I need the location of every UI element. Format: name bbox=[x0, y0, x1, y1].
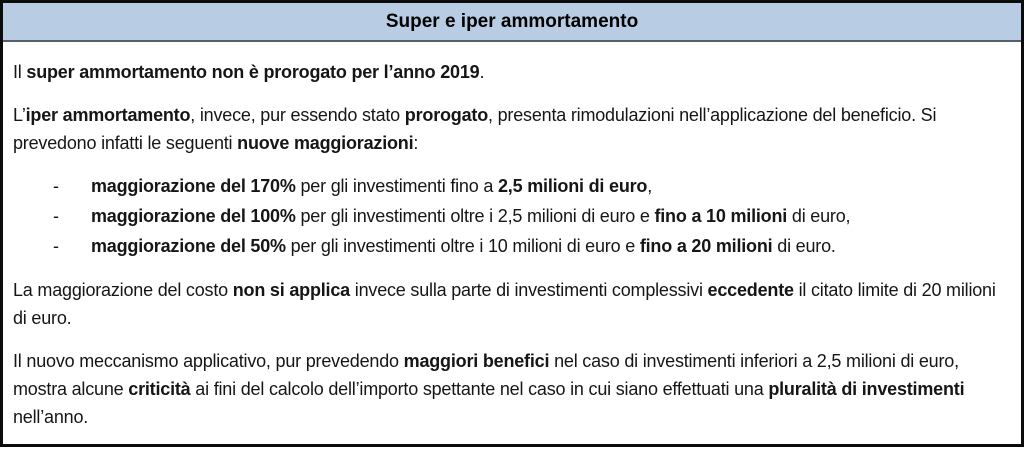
text-segment: il citato limite di 20 milioni di euro. bbox=[13, 280, 996, 328]
text-segment: nell’anno. bbox=[13, 407, 89, 427]
text-segment: Il bbox=[13, 62, 27, 82]
table-title: Super e iper ammortamento bbox=[385, 11, 639, 32]
text-segment: per gli investimenti fino a bbox=[295, 176, 498, 196]
bullet-dash: - bbox=[53, 236, 59, 256]
bold-text-segment: eccedente bbox=[707, 280, 794, 300]
text-segment: , presenta rimodulazioni nell’applicazio… bbox=[13, 105, 937, 153]
text-segment: : bbox=[413, 133, 419, 153]
document-table: Super e iper ammortamento Il super ammor… bbox=[0, 0, 1024, 447]
text-segment: Il nuovo meccanismo applicativo, pur pre… bbox=[13, 351, 404, 371]
bullet-item: - maggiorazione del 50% per gli investime… bbox=[13, 232, 1011, 261]
text-segment: ai fini del calcolo dell’importo spettan… bbox=[190, 379, 769, 399]
bullet-dash: - bbox=[53, 176, 59, 196]
bold-text-segment: maggiorazione del 170% bbox=[91, 176, 296, 196]
bold-text-segment: nuove maggiorazioni bbox=[237, 133, 414, 153]
bold-text-segment: maggiorazione del 100% bbox=[91, 206, 296, 226]
paragraph: L’iper ammortamento, invece, pur essendo… bbox=[13, 101, 1011, 157]
text-segment: per gli investimenti oltre i 10 milioni … bbox=[285, 236, 640, 256]
text-segment: nel caso di investimenti inferiori a 2,5… bbox=[13, 351, 959, 399]
bold-text-segment: maggiori benefici bbox=[403, 351, 550, 371]
bold-text-segment: prorogato bbox=[404, 105, 488, 125]
bold-text-segment: 2,5 milioni di euro bbox=[497, 176, 648, 196]
paragraph: Il super ammortamento non è prorogato pe… bbox=[13, 58, 1011, 86]
text-segment: di euro, bbox=[787, 206, 851, 226]
text-segment: per gli investimenti oltre i 2,5 milioni… bbox=[295, 206, 655, 226]
text-segment: invece sulla parte di investimenti compl… bbox=[349, 280, 708, 300]
paragraph: Il nuovo meccanismo applicativo, pur pre… bbox=[13, 347, 1011, 431]
text-segment: La maggiorazione del costo bbox=[13, 280, 233, 300]
text-segment: , bbox=[647, 176, 653, 196]
bold-text-segment: criticità bbox=[128, 379, 191, 399]
bullet-text: maggiorazione del 170% per gli investime… bbox=[91, 172, 1011, 201]
bold-text-segment: super ammortamento non è prorogato per l… bbox=[26, 62, 480, 82]
bold-text-segment: fino a 20 milioni bbox=[639, 236, 773, 256]
paragraph: La maggiorazione del costo non si applic… bbox=[13, 276, 1011, 332]
table-body: Il super ammortamento non è prorogato pe… bbox=[3, 42, 1021, 444]
bullet-item: - maggiorazione del 100% per gli investim… bbox=[13, 202, 1011, 231]
text-segment: , invece, pur essendo stato bbox=[190, 105, 405, 125]
bullet-text: maggiorazione del 50% per gli investimen… bbox=[91, 232, 1011, 261]
text-segment: di euro. bbox=[772, 236, 836, 256]
bold-text-segment: maggiorazione del 50% bbox=[91, 236, 286, 256]
text-segment: L’ bbox=[13, 105, 26, 125]
bullet-text: maggiorazione del 100% per gli investime… bbox=[91, 202, 1011, 231]
text-segment: . bbox=[479, 62, 485, 82]
table-header: Super e iper ammortamento bbox=[3, 3, 1021, 42]
bold-text-segment: fino a 10 milioni bbox=[654, 206, 788, 226]
bullet-item: - maggiorazione del 170% per gli investim… bbox=[13, 172, 1011, 201]
bold-text-segment: non si applica bbox=[232, 280, 350, 300]
bullet-dash: - bbox=[53, 206, 59, 226]
bold-text-segment: pluralità di investimenti bbox=[768, 379, 965, 399]
bold-text-segment: iper ammortamento bbox=[25, 105, 191, 125]
